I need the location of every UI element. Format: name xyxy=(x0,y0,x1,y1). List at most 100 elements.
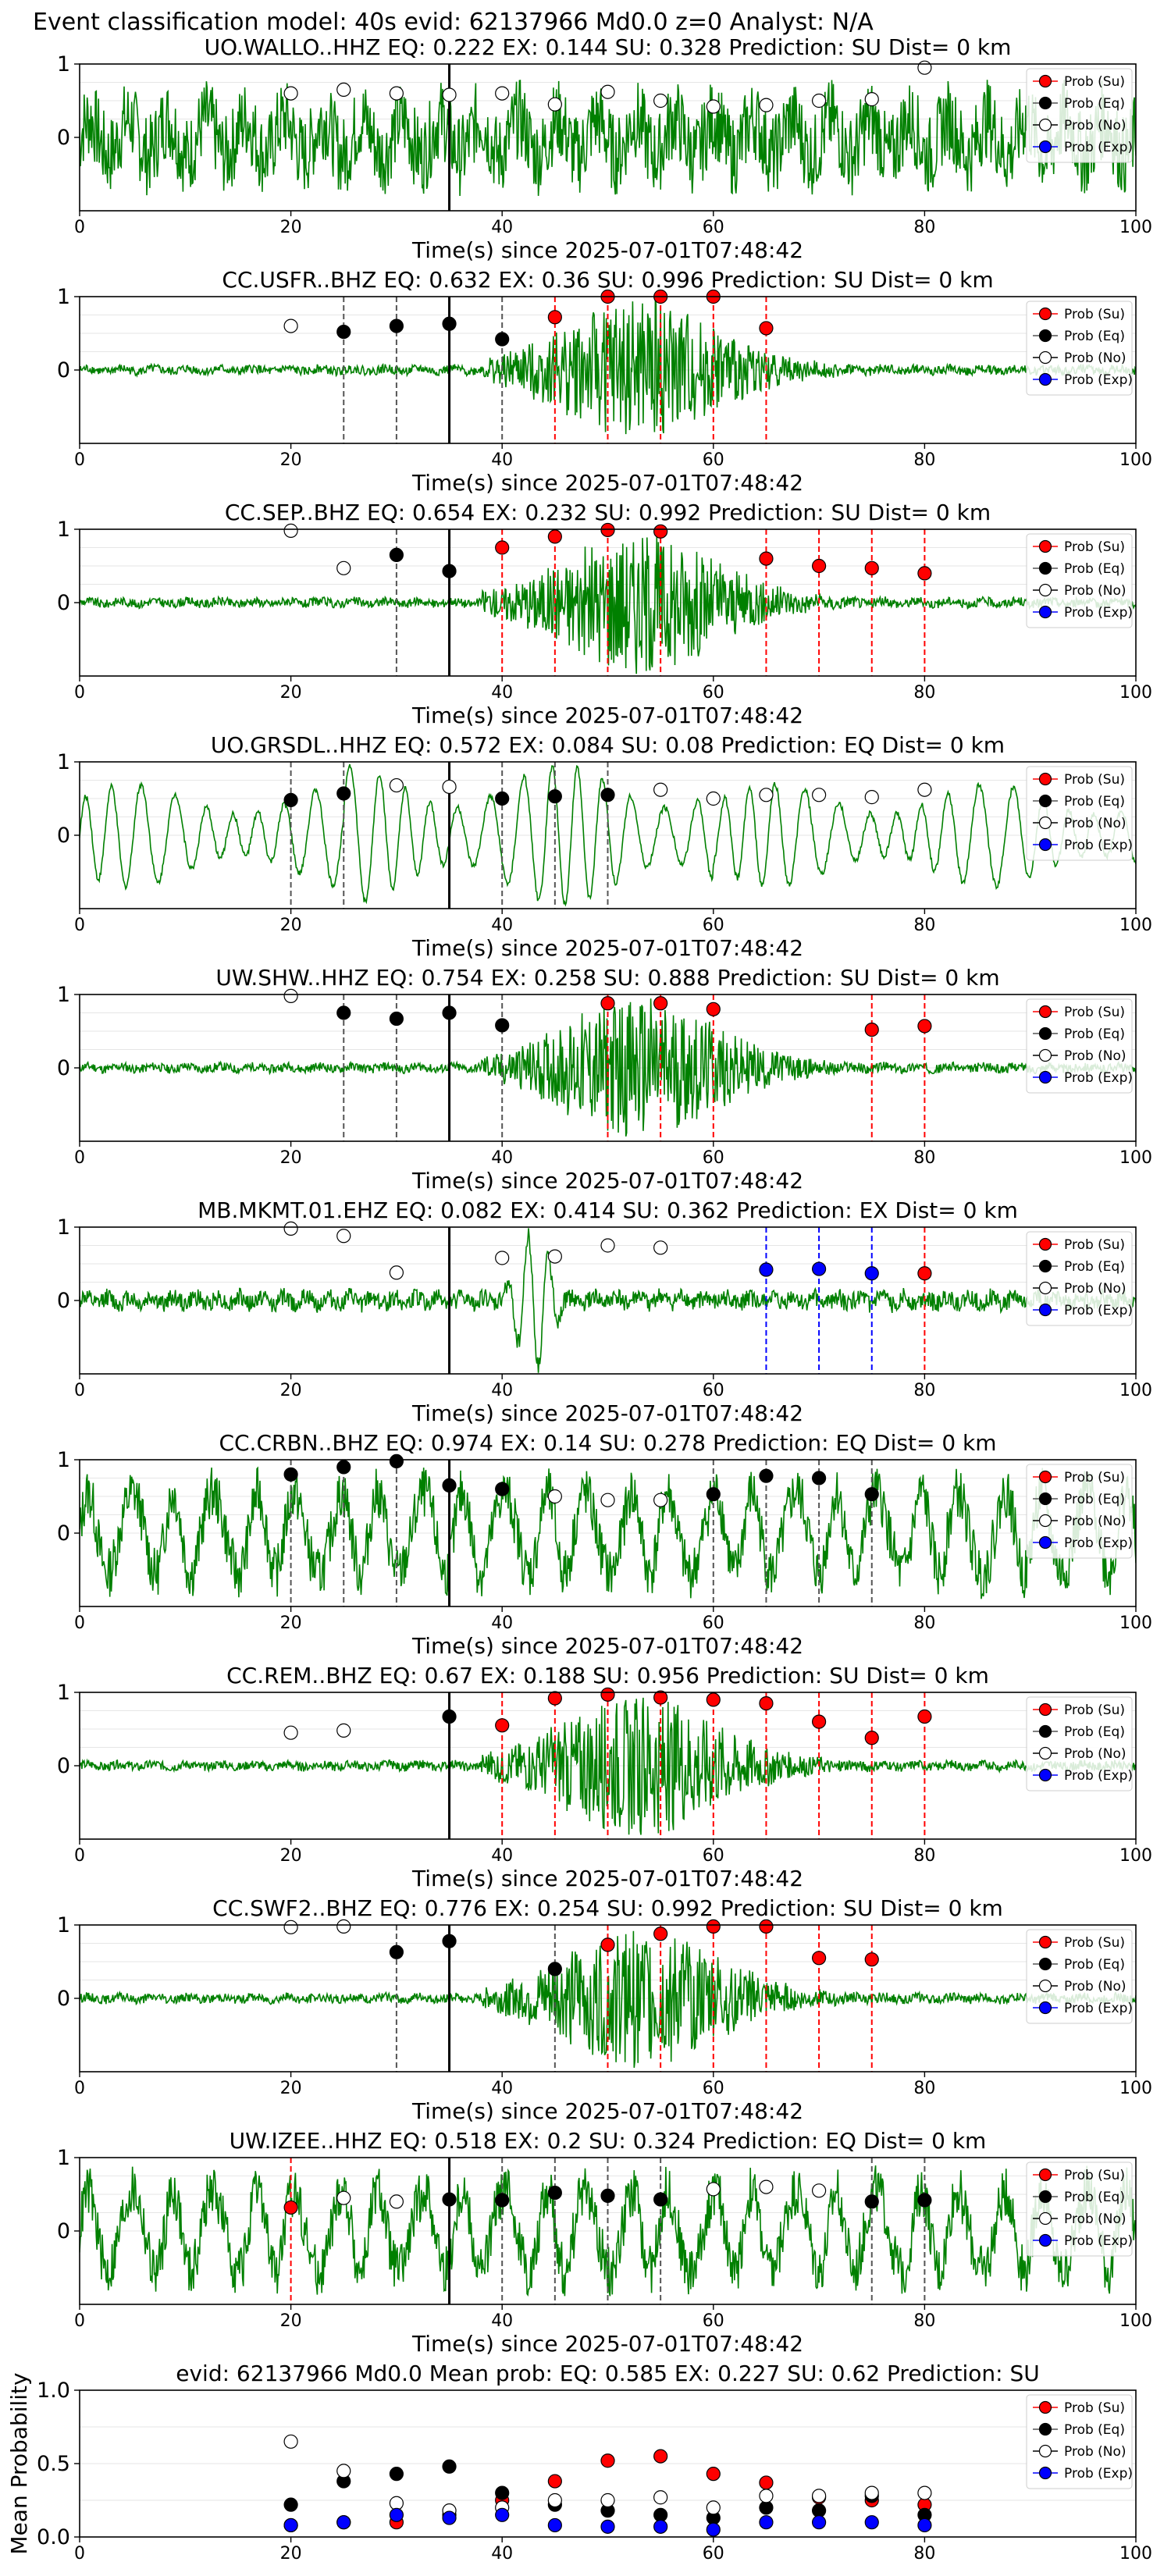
legend-marker xyxy=(1038,794,1052,808)
legend-marker xyxy=(1038,1768,1052,1782)
waveform-trace xyxy=(80,536,1136,674)
prob-marker-eq xyxy=(600,2188,615,2203)
legend-marker xyxy=(1038,1703,1052,1717)
x-tick-label: 60 xyxy=(703,1148,724,1168)
mean-point-su xyxy=(600,2453,615,2468)
prob-marker-eq xyxy=(389,1944,404,1959)
legend-marker xyxy=(1038,605,1052,619)
prob-marker-eq xyxy=(442,1709,457,1724)
legend-label: Prob (No) xyxy=(1064,350,1127,366)
y-tick-label: 1 xyxy=(57,983,70,1007)
prob-marker-no xyxy=(653,93,668,109)
x-tick-label: 60 xyxy=(703,2311,724,2331)
legend-label: Prob (Eq) xyxy=(1064,794,1125,809)
legend-marker xyxy=(1038,2444,1052,2458)
mean-point-no xyxy=(864,2485,879,2500)
legend-marker xyxy=(1038,1514,1052,1528)
x-tick-label: 60 xyxy=(703,2079,724,2098)
prob-marker-eq xyxy=(917,2193,932,2208)
prob-marker-no xyxy=(442,779,457,795)
legend-marker xyxy=(1038,539,1052,553)
prob-marker-su xyxy=(495,1718,510,1733)
x-tick-label: 0 xyxy=(74,916,85,935)
legend-box xyxy=(1026,1464,1133,1559)
mean-point-exp xyxy=(759,2515,774,2530)
prob-marker-eq xyxy=(336,325,351,340)
prob-marker-eq xyxy=(759,1468,774,1483)
x-tick-label: 80 xyxy=(913,1148,935,1168)
legend: Prob (Su) Prob (Eq) Prob (No) Prob (Exp) xyxy=(1026,2394,1133,2489)
x-tick-label: 80 xyxy=(913,218,935,237)
waveform-trace xyxy=(80,80,1136,197)
x-tick-label: 20 xyxy=(280,218,302,237)
prob-marker-su xyxy=(706,1692,721,1707)
legend-label: Prob (Eq) xyxy=(1064,1259,1125,1275)
prob-marker-no xyxy=(283,1725,298,1740)
x-tick-label: 60 xyxy=(703,450,724,470)
x-tick-label: 80 xyxy=(913,450,935,470)
x-tick-label: 100 xyxy=(1119,683,1152,703)
x-tick-label: 60 xyxy=(703,683,724,703)
legend-marker xyxy=(1038,372,1052,386)
x-tick-label: 40 xyxy=(491,218,513,237)
x-tick-label: 20 xyxy=(280,2311,302,2331)
prob-marker-eq xyxy=(442,1934,457,1948)
legend-label: Prob (No) xyxy=(1064,816,1127,831)
legend-marker xyxy=(1038,772,1052,786)
legend-label: Prob (Su) xyxy=(1064,1470,1125,1485)
prob-marker-eq xyxy=(653,2192,668,2207)
prob-marker-no xyxy=(389,777,404,793)
x-tick-label: 100 xyxy=(1119,450,1152,470)
prob-marker-no xyxy=(811,2183,827,2198)
legend-label: Prob (Exp) xyxy=(1064,1768,1133,1784)
prob-marker-su xyxy=(864,1731,879,1745)
prob-marker-eq xyxy=(442,316,457,331)
x-axis-label: Time(s) since 2025-07-01T07:48:42 xyxy=(411,935,803,961)
prob-marker-su xyxy=(811,1714,827,1729)
legend-label: Prob (Eq) xyxy=(1064,1957,1125,1973)
panel-6: CC.CRBN..BHZ EQ: 0.974 EX: 0.14 SU: 0.27… xyxy=(57,1430,1152,1659)
prob-marker-su xyxy=(917,566,932,581)
prob-marker-su xyxy=(653,1690,668,1705)
legend-label: Prob (Exp) xyxy=(1064,1070,1133,1086)
x-tick-label: 40 xyxy=(491,1846,513,1866)
mean-point-exp xyxy=(653,2519,668,2534)
legend-marker xyxy=(1038,1492,1052,1506)
prob-marker-su xyxy=(653,996,668,1011)
legend-marker xyxy=(1038,2466,1052,2480)
x-tick-label: 0 xyxy=(74,2079,85,2098)
mean-point-exp xyxy=(600,2519,615,2534)
x-tick-label: 100 xyxy=(1119,1148,1152,1168)
legend-marker xyxy=(1038,2168,1052,2182)
mean-point-exp xyxy=(706,2522,721,2537)
prob-marker-no xyxy=(653,1493,668,1507)
mean-point-su xyxy=(759,2475,774,2490)
prob-marker-su xyxy=(864,1023,879,1037)
x-axis-label: Time(s) since 2025-07-01T07:48:42 xyxy=(411,703,803,728)
prob-marker-su xyxy=(653,524,668,539)
x-tick-label: 100 xyxy=(1119,2311,1152,2331)
mean-point-exp xyxy=(864,2515,879,2530)
x-tick-label: 80 xyxy=(913,683,935,703)
x-tick-label: 60 xyxy=(703,916,724,935)
legend-label: Prob (Eq) xyxy=(1064,561,1125,577)
legend-label: Prob (No) xyxy=(1064,118,1127,133)
prob-marker-no xyxy=(336,82,351,98)
legend-marker xyxy=(1038,2422,1052,2436)
legend-label: Prob (Exp) xyxy=(1064,140,1133,155)
waveform-trace xyxy=(80,998,1136,1137)
legend-marker xyxy=(1038,816,1052,830)
x-axis-label: Time(s) since 2025-07-01T07:48:42 xyxy=(411,2098,803,2124)
prob-marker-no xyxy=(600,84,615,99)
prob-marker-eq xyxy=(495,2193,510,2208)
prob-marker-su xyxy=(759,551,774,566)
prob-marker-no xyxy=(759,98,774,112)
prob-marker-exp xyxy=(864,1266,879,1281)
legend-box xyxy=(1026,2394,1133,2489)
prob-marker-no xyxy=(759,788,774,802)
legend-label: Prob (Su) xyxy=(1064,74,1125,90)
x-tick-label: 20 xyxy=(280,1381,302,1400)
legend-marker xyxy=(1038,1724,1052,1738)
prob-marker-eq xyxy=(442,1005,457,1020)
prob-marker-eq xyxy=(495,791,510,806)
